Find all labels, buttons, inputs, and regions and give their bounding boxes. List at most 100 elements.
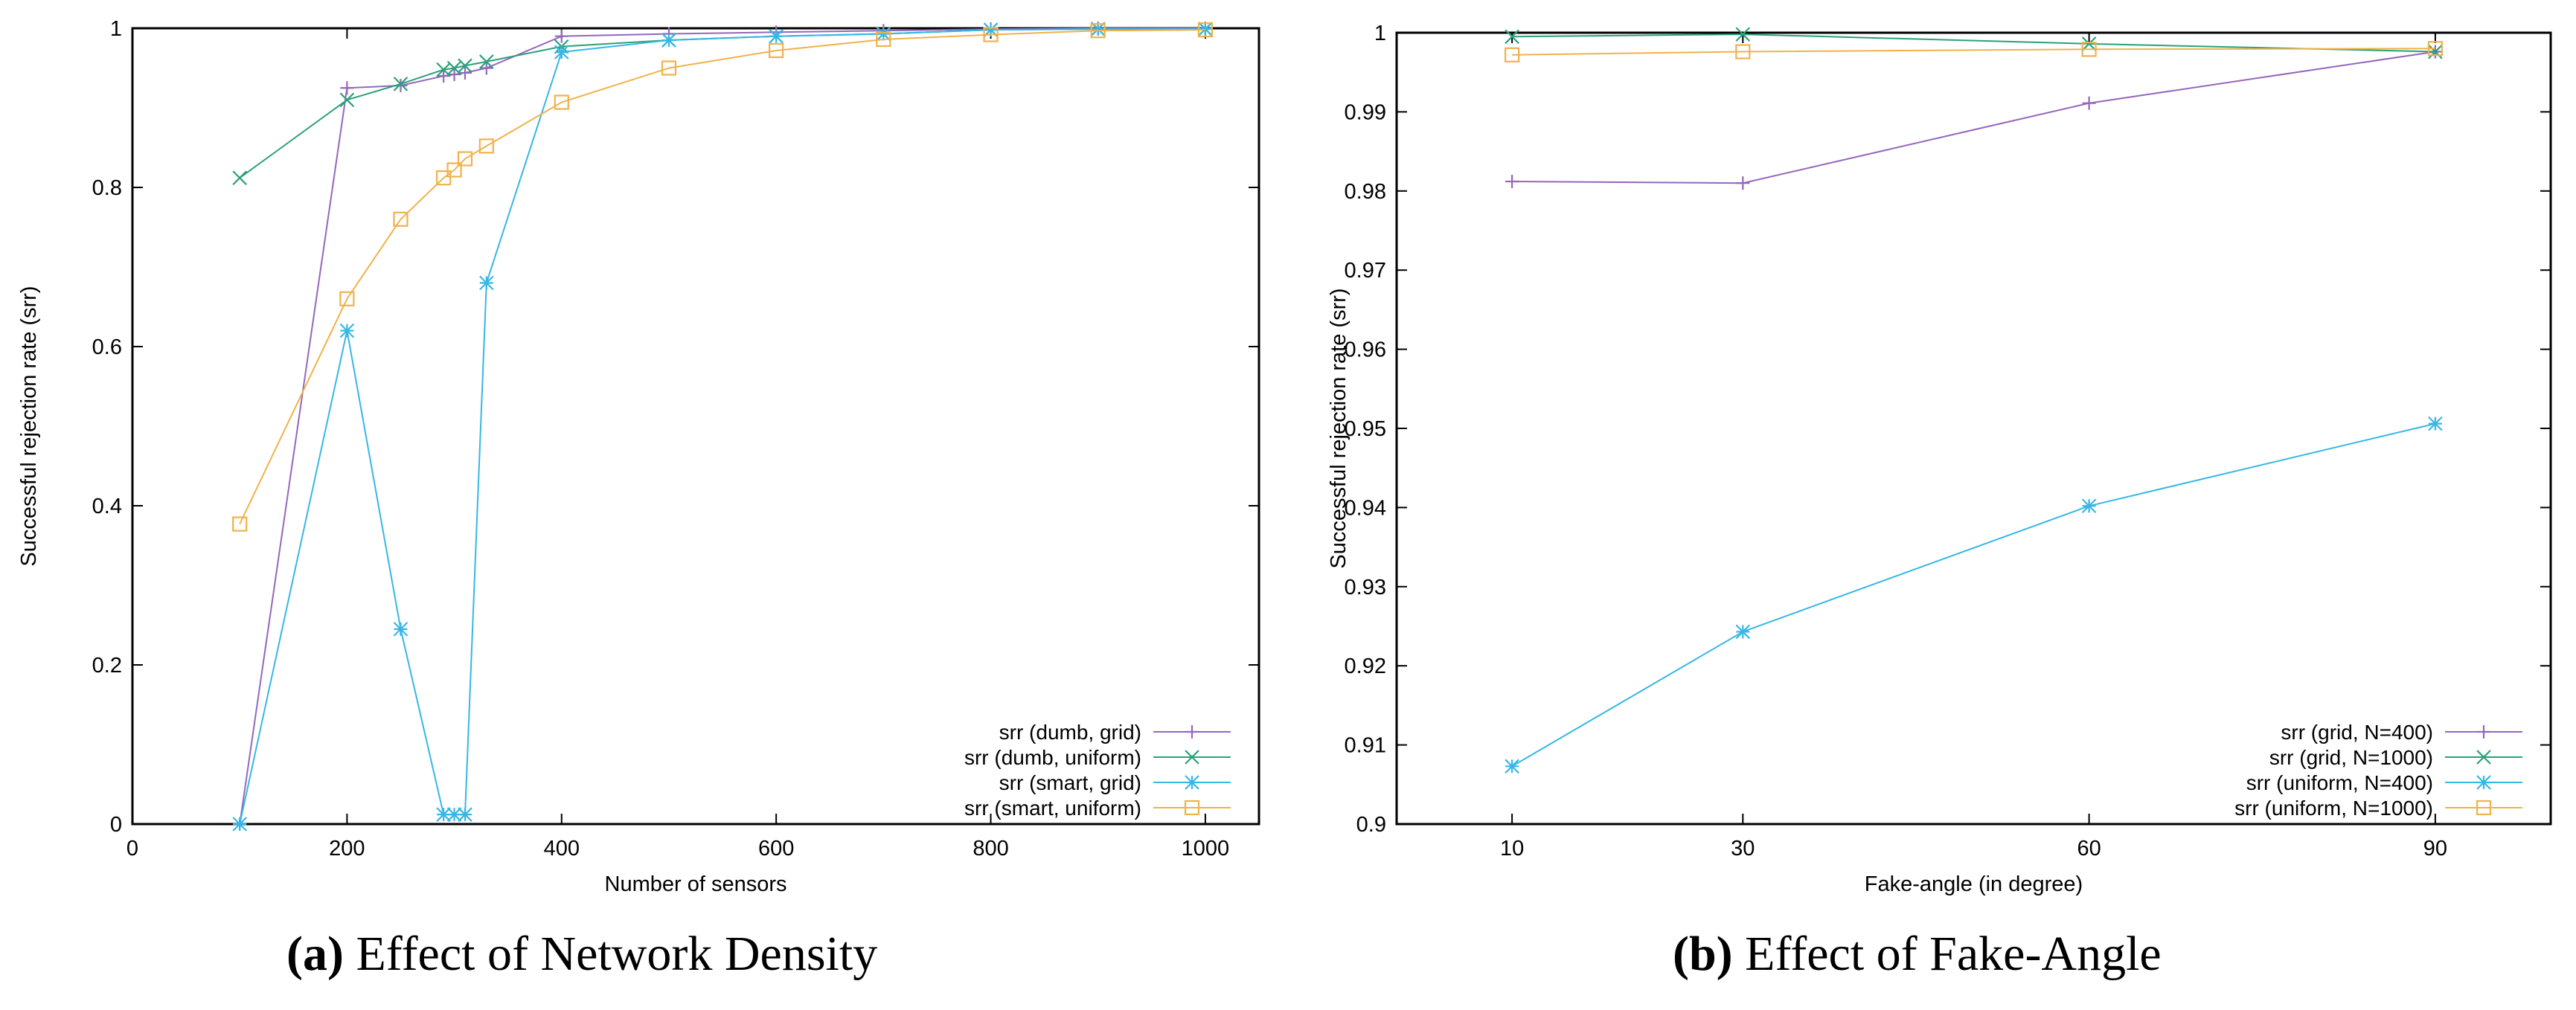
data-point: [478, 138, 494, 154]
data-point: [769, 28, 784, 44]
data-point: [2081, 36, 2097, 51]
data-point: [2428, 44, 2443, 59]
data-point: [1505, 29, 1519, 45]
data-point: [479, 61, 493, 75]
data-point: [446, 807, 462, 822]
legend-label: srr (uniform, N=400): [2246, 771, 2433, 794]
caption-a-text: Effect of Network Density: [356, 927, 878, 981]
series-2: [1505, 416, 2443, 774]
data-point: [2427, 41, 2443, 57]
legend-marker: [1185, 725, 1199, 739]
data-point: [1736, 176, 1750, 190]
caption-b-label: (b): [1673, 927, 1733, 981]
y-axis-label: Successful rejection rate (srr): [1327, 288, 1351, 568]
legend-label: srr (smart, uniform): [964, 797, 1141, 820]
y-tick-label: 0.96: [1345, 338, 1386, 362]
series-0: [233, 22, 1212, 831]
x-tick-label: 600: [758, 837, 794, 861]
y-tick-label: 0.6: [92, 335, 122, 359]
y-tick-label: 0.93: [1345, 576, 1386, 599]
data-point: [232, 516, 248, 532]
caption-b-text: Effect of Fake-Angle: [1745, 927, 2162, 981]
series-3: [232, 22, 1214, 532]
data-point: [554, 45, 569, 59]
data-point: [446, 162, 462, 178]
series-2: [232, 22, 1213, 832]
caption-b: (b) Effect of Fake-Angle: [1673, 926, 2162, 982]
legend-marker: [1185, 750, 1199, 765]
caption-a-label: (a): [286, 927, 344, 981]
x-tick-label: 90: [2423, 837, 2447, 861]
series-line: [1512, 48, 2435, 56]
data-point: [1504, 47, 1520, 62]
data-point: [983, 27, 999, 42]
y-tick-label: 0: [110, 813, 122, 837]
series-1: [1505, 27, 2443, 59]
data-point: [1198, 22, 1213, 36]
series-line: [239, 28, 1205, 179]
data-point: [554, 94, 569, 110]
data-point: [339, 92, 355, 108]
data-point: [232, 170, 247, 185]
data-point: [1505, 759, 1519, 774]
data-point: [1090, 23, 1106, 39]
data-point: [479, 275, 494, 291]
y-tick-label: 0.2: [92, 654, 122, 678]
x-tick-label: 10: [1500, 837, 1524, 861]
data-point: [340, 81, 354, 95]
data-point: [1735, 44, 1751, 59]
x-tick-label: 60: [2077, 837, 2101, 861]
data-point: [2082, 96, 2096, 110]
y-tick-label: 0.95: [1345, 417, 1386, 441]
series-line: [239, 28, 1205, 825]
y-tick-label: 0.8: [92, 176, 122, 200]
y-axis-label: Successful rejection rate (srr): [17, 286, 41, 566]
legend-item: srr (grid, N=400): [2281, 721, 2522, 744]
legend-label: srr (grid, N=1000): [2269, 746, 2433, 769]
legend-item: srr (smart, uniform): [964, 797, 1231, 820]
series-0: [1505, 45, 2442, 190]
x-tick-label: 400: [544, 837, 580, 861]
x-axis-label: Fake-angle (in degree): [1865, 872, 2083, 896]
x-tick-label: 800: [973, 837, 1008, 861]
data-point: [436, 170, 452, 186]
legend-item: srr (smart, grid): [999, 771, 1231, 794]
y-tick-label: 0.4: [92, 495, 122, 518]
legend: srr (dumb, grid)srr (dumb, uniform)srr (…: [964, 721, 1231, 820]
data-point: [458, 807, 472, 822]
data-point: [2081, 42, 2097, 57]
data-point: [232, 817, 247, 832]
data-point: [339, 323, 355, 338]
chart-a: 0 0.2 0.4 0.6 0.8 1 0 200 400 600 800 1000 Number of…: [17, 17, 1260, 896]
legend: srr (grid, N=400)srr (grid, N=1000)srr (…: [2234, 721, 2522, 820]
data-point: [393, 211, 408, 227]
legend-label: srr (dumb, uniform): [964, 746, 1141, 769]
data-point: [393, 622, 408, 637]
y-tick-label: 0.94: [1345, 496, 1386, 520]
y-tick-label: 0.99: [1345, 100, 1386, 124]
data-point: [1505, 175, 1519, 189]
legend-marker: [2476, 775, 2491, 790]
plot-frame: [1395, 31, 2552, 826]
legend-label: srr (dumb, grid): [999, 721, 1141, 744]
legend-item: srr (grid, N=1000): [2269, 746, 2522, 769]
series-line: [239, 28, 1205, 825]
legend-label: srr (grid, N=400): [2281, 721, 2433, 744]
legend-label: srr (uniform, N=1000): [2234, 797, 2433, 820]
series-3: [1504, 41, 2443, 62]
legend-label: srr (smart, grid): [999, 771, 1141, 794]
data-point: [661, 60, 677, 76]
series-line: [1511, 422, 2436, 768]
data-point: [2081, 498, 2097, 514]
legend-item: srr (dumb, uniform): [964, 746, 1231, 769]
data-point: [1197, 22, 1214, 38]
x-tick-label: 200: [329, 837, 365, 861]
x-tick-label: 1000: [1182, 837, 1230, 861]
data-point: [447, 68, 461, 82]
legend-item: srr (uniform, N=1000): [2234, 797, 2522, 820]
data-point: [339, 291, 355, 306]
series-line: [239, 29, 1205, 525]
legend-marker: [1185, 775, 1199, 790]
y-tick-label: 1: [110, 17, 122, 41]
series-1: [232, 22, 1213, 185]
